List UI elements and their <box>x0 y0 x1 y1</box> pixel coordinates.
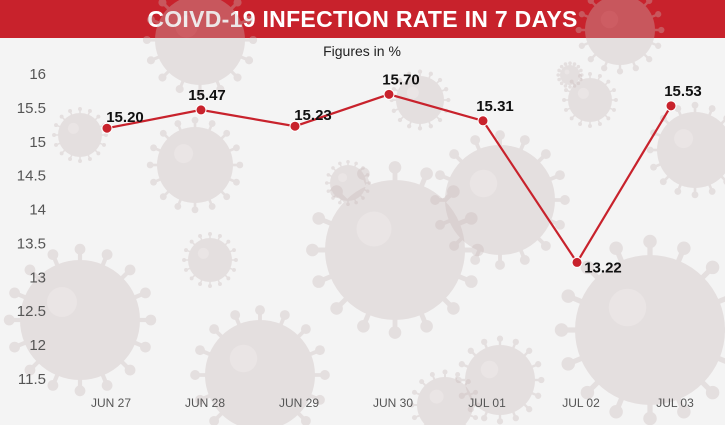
y-axis-ticks: 11.5 12 12.5 13 13.5 14 14.5 15 15.5 16 <box>17 66 46 388</box>
data-label: 15.70 <box>382 71 420 88</box>
virus-icon <box>142 0 258 98</box>
x-axis-ticks: JUN 27 JUN 28 JUN 29 JUN 30 JUL 01 JUL 02 JUL … <box>91 396 694 410</box>
data-label: 15.53 <box>664 83 702 100</box>
y-tick-label: 16 <box>29 66 46 83</box>
virus-icon <box>3 243 157 397</box>
data-point <box>477 115 489 127</box>
virus-icon <box>182 232 238 288</box>
x-tick-label: JUL 02 <box>562 396 600 410</box>
virus-icon <box>52 107 108 163</box>
virus-icon <box>190 305 330 425</box>
virus-background <box>3 0 725 425</box>
virus-icon <box>554 234 725 425</box>
data-label: 15.20 <box>106 109 144 126</box>
y-tick-label: 13.5 <box>17 235 46 252</box>
virus-icon <box>324 159 372 207</box>
chart-title: COIVD-19 INFECTION RATE IN 7 DAYS <box>147 5 578 32</box>
x-tick-label: JUN 30 <box>373 396 413 410</box>
data-point <box>195 104 207 116</box>
chart-subtitle: Figures in % <box>323 43 401 59</box>
data-label: 15.23 <box>294 107 332 124</box>
data-label: 15.31 <box>476 98 514 115</box>
chart-title-bar: COIVD-19 INFECTION RATE IN 7 DAYS <box>0 0 725 38</box>
virus-icon <box>646 101 725 199</box>
data-label: 13.22 <box>584 259 622 276</box>
data-points <box>101 88 677 268</box>
x-tick-label: JUN 28 <box>185 396 225 410</box>
data-point <box>571 256 583 268</box>
data-label: 15.47 <box>188 87 226 104</box>
x-tick-label: JUN 27 <box>91 396 131 410</box>
y-tick-label: 12.5 <box>17 303 46 320</box>
y-tick-label: 11.5 <box>18 371 46 388</box>
virus-icon <box>562 72 618 128</box>
virus-icon <box>556 61 584 89</box>
y-tick-label: 12 <box>29 337 46 354</box>
data-point <box>101 122 113 134</box>
virus-icon <box>306 161 484 339</box>
data-point <box>289 120 301 132</box>
data-point <box>383 88 395 100</box>
virus-icon <box>409 369 481 425</box>
data-point <box>665 100 677 112</box>
y-tick-label: 15.5 <box>17 100 46 117</box>
data-labels: 15.20 15.47 15.23 15.70 15.31 13.22 15.53 <box>106 71 702 276</box>
y-tick-label: 14.5 <box>17 168 46 185</box>
virus-icon <box>430 130 570 270</box>
y-tick-label: 15 <box>29 134 46 151</box>
y-tick-label: 13 <box>29 269 46 286</box>
x-tick-label: JUN 29 <box>279 396 319 410</box>
virus-icon <box>455 335 545 425</box>
x-tick-label: JUL 01 <box>468 396 506 410</box>
y-tick-label: 14 <box>29 202 46 219</box>
virus-icon <box>575 0 665 75</box>
virus-icon <box>146 116 244 214</box>
x-tick-label: JUL 03 <box>656 396 694 410</box>
